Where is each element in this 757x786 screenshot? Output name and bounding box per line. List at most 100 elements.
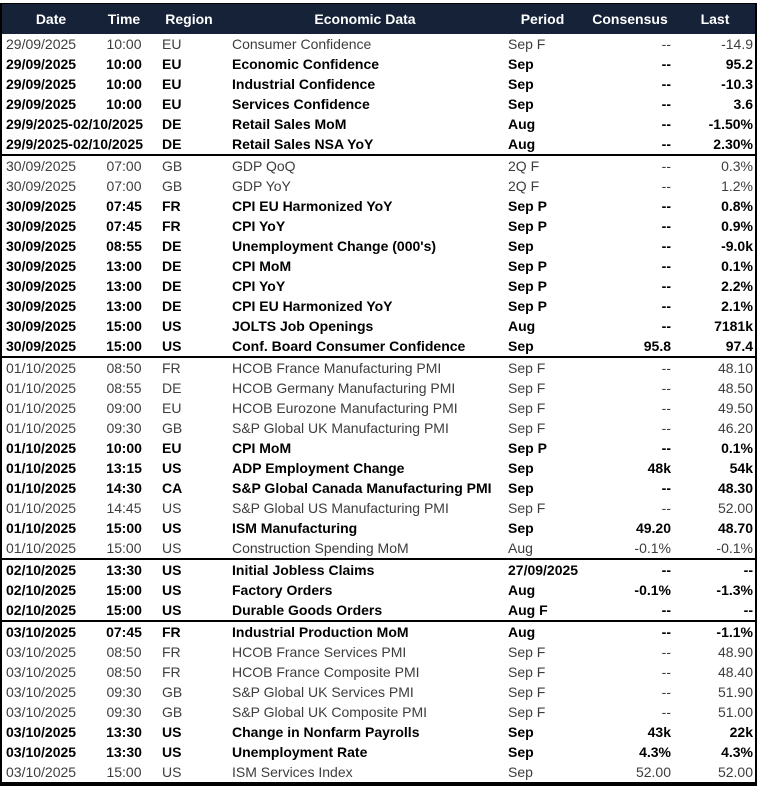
date-cell: 02/10/2025 xyxy=(2,558,100,580)
last-cell: 2.30% xyxy=(713,136,753,152)
table-row: 29/09/2025 10:00 EU Consumer Confidence Sep … xyxy=(2,34,755,54)
consensus-cell: 49.20 xyxy=(635,520,671,536)
last-cell: -- xyxy=(743,602,753,618)
consensus-cell: -- xyxy=(661,420,671,436)
consensus-cell: -- xyxy=(661,704,671,720)
date-cell: 01/10/2025 xyxy=(2,356,100,378)
period-cell: Sep xyxy=(508,338,534,354)
period-cell: Sep P xyxy=(508,258,547,274)
period-cell: Sep F xyxy=(500,356,585,378)
last-cell: -1.3% xyxy=(716,582,753,598)
region-cell: FR xyxy=(148,620,230,642)
consensus-cell: 52.00 xyxy=(635,764,671,780)
time-cell: 07:00 xyxy=(106,178,142,194)
period-cell: Sep F xyxy=(508,36,546,52)
economic-data-cell: S&P Global UK Services PMI xyxy=(232,684,414,700)
economic-data-cell: HCOB France Composite PMI xyxy=(232,664,420,680)
region-cell: EU xyxy=(162,76,182,92)
consensus-cell: -- xyxy=(661,76,671,92)
table-row: 01/10/2025 15:00 US Construction Spending M… xyxy=(2,538,755,559)
region-cell: GB xyxy=(162,704,183,720)
last-cell: 0.9% xyxy=(721,218,753,234)
table-row: 01/10/2025 14:45 US S&P Global US Manufactu… xyxy=(2,498,755,518)
last-cell: 51.00 xyxy=(717,704,753,720)
last-cell: 48.90 xyxy=(717,644,753,660)
table-row: 01/10/2025 09:30 GB S&P Global UK Manufactu… xyxy=(2,418,755,438)
date-cell: 30/09/2025 xyxy=(6,218,77,234)
consensus-cell: -- xyxy=(661,96,671,112)
consensus-cell: -- xyxy=(585,558,675,580)
table-row: 29/09/2025 10:00 EU Industrial Confidence Se… xyxy=(2,74,755,94)
date-cell: 01/10/2025 xyxy=(6,540,77,556)
consensus-cell: 43k xyxy=(647,724,671,740)
time-cell: 07:00 xyxy=(100,154,148,176)
table-row: 02/10/2025 15:00 US Factory Orders Aug -0.1% -… xyxy=(2,580,755,600)
column-header-economic-data: Economic Data xyxy=(230,4,500,34)
period-cell: Sep P xyxy=(508,440,547,456)
time-cell: 09:30 xyxy=(106,684,142,700)
date-cell: 30/09/2025 xyxy=(6,298,77,314)
column-header-last: Last xyxy=(675,4,755,34)
region-cell: GB xyxy=(162,684,183,700)
period-cell: Aug xyxy=(508,582,536,598)
table-row: 01/10/2025 14:30 CA S&P Global Canada Manuf… xyxy=(2,478,755,498)
time-cell: 07:45 xyxy=(106,218,142,234)
economic-data-cell: JOLTS Job Openings xyxy=(232,318,374,334)
last-cell: 0.3% xyxy=(675,154,755,176)
date-cell: 03/10/2025 xyxy=(6,724,77,740)
economic-data-cell: CPI YoY xyxy=(232,218,286,234)
table-row: 30/09/2025 13:00 DE CPI MoM Sep P -- 0.1% xyxy=(2,256,755,276)
economic-data-cell: Construction Spending MoM xyxy=(232,540,409,556)
last-cell: 95.2 xyxy=(725,56,753,72)
last-cell: -10.3 xyxy=(721,76,753,92)
date-cell: 30/09/2025 xyxy=(6,198,77,214)
period-cell: Aug xyxy=(508,116,536,132)
economic-data-cell: CPI MoM xyxy=(232,440,292,456)
last-cell: -- xyxy=(675,558,755,580)
last-cell: -1.1% xyxy=(675,620,755,642)
consensus-cell: -- xyxy=(585,356,675,378)
last-cell: 52.00 xyxy=(717,764,753,780)
consensus-cell: -- xyxy=(661,298,671,314)
economic-data-cell: Factory Orders xyxy=(232,582,333,598)
region-cell: EU xyxy=(162,96,182,112)
period-cell: Aug xyxy=(508,540,533,556)
date-cell: 03/10/2025 xyxy=(2,620,100,642)
column-header-date: Date xyxy=(2,4,100,34)
consensus-cell: -- xyxy=(661,278,671,294)
economic-data-cell: Consumer Confidence xyxy=(232,36,372,52)
period-cell: Aug xyxy=(500,620,585,642)
date-cell: 30/09/2025 xyxy=(6,178,77,194)
table-row: 03/10/2025 08:50 FR HCOB France Composite P… xyxy=(2,662,755,682)
region-cell: GB xyxy=(162,420,183,436)
time-cell: 13:30 xyxy=(100,558,148,580)
date-cell: 01/10/2025 xyxy=(6,500,77,516)
economic-data-cell: CPI EU Harmonized YoY xyxy=(232,198,393,214)
table-row: 29/09/2025 10:00 EU Economic Confidence Sep -… xyxy=(2,54,755,74)
economic-data-cell: S&P Global UK Manufacturing PMI xyxy=(232,420,449,436)
table-row: 30/09/2025 07:00 GB GDP YoY 2Q F -- 1.2% xyxy=(2,176,755,196)
period-cell: Sep xyxy=(508,238,534,254)
last-cell: -1.50% xyxy=(708,116,753,132)
time-cell: 15:00 xyxy=(106,540,142,556)
economic-data-cell: CPI EU Harmonized YoY xyxy=(232,298,393,314)
region-cell: FR xyxy=(148,356,230,378)
economic-data-cell: HCOB France Services PMI xyxy=(232,644,407,660)
consensus-cell: -- xyxy=(661,56,671,72)
period-cell: Sep xyxy=(508,96,534,112)
consensus-cell: -- xyxy=(661,136,671,152)
region-cell: US xyxy=(148,558,230,580)
economic-data-cell: HCOB France Manufacturing PMI xyxy=(230,356,500,378)
table-row: 03/10/2025 07:45 FR Industrial Production M… xyxy=(2,620,755,642)
table-row: 30/09/2025 07:45 FR CPI EU Harmonized YoY Se… xyxy=(2,196,755,216)
economic-data-cell: CPI MoM xyxy=(232,258,292,274)
table-row: 01/10/2025 10:00 EU CPI MoM Sep P -- 0.1% xyxy=(2,438,755,458)
region-cell: FR xyxy=(162,198,181,214)
period-cell: Sep xyxy=(508,520,534,536)
consensus-cell: -- xyxy=(661,664,671,680)
economic-data-cell: ISM Services Index xyxy=(232,764,353,780)
consensus-cell: -- xyxy=(661,440,671,456)
time-cell: 09:00 xyxy=(106,400,142,416)
period-cell: Sep F xyxy=(508,400,546,416)
last-cell: 22k xyxy=(729,724,753,740)
